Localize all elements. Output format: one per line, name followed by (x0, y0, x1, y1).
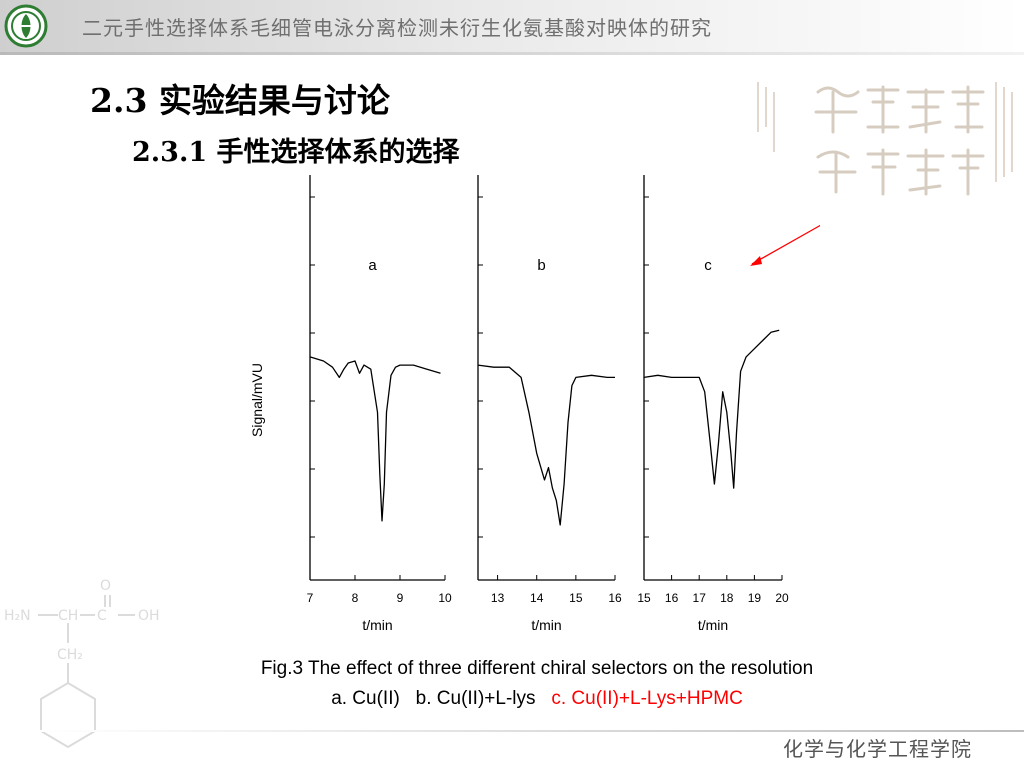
x-tick-label: 14 (530, 591, 544, 605)
x-tick-label: 7 (307, 591, 314, 605)
header-bar (0, 0, 1024, 52)
footer-department: 化学与化学工程学院 (783, 737, 972, 761)
x-tick-label: 8 (352, 591, 359, 605)
chart-panel-a: 7 8 9 10 t/min a (307, 175, 452, 633)
x-tick-label: 18 (720, 591, 734, 605)
legend-item-b: b. Cu(II)+L-lys (415, 688, 536, 709)
electropherogram-chart: Signal/mVU 7 8 9 10 t/min a 13 14 15 16 t/min b 15 16… (249, 175, 820, 633)
x-axis-label: t/min (698, 617, 728, 633)
x-axis-label: t/min (531, 617, 561, 633)
annotation-arrowhead (750, 256, 762, 266)
x-tick-label: 15 (569, 591, 583, 605)
slide-title: 2.3 实验结果与讨论 (90, 81, 390, 120)
legend-item-c: c. Cu(II)+L-Lys+HPMC (551, 688, 743, 709)
svg-text:O: O (100, 578, 111, 594)
svg-text:C: C (97, 608, 107, 624)
svg-text:OH: OH (138, 608, 160, 624)
figure-legend: a. Cu(II) b. Cu(II)+L-lys c. Cu(II)+L-Ly… (0, 688, 1024, 710)
x-tick-label: 9 (397, 591, 404, 605)
x-tick-label: 15 (637, 591, 651, 605)
x-tick-label: 13 (491, 591, 505, 605)
signal-trace (477, 364, 615, 526)
svg-text:H₂N: H₂N (4, 608, 31, 624)
chart-panel-c: 15 16 17 18 19 20 t/min c (637, 175, 789, 633)
slide-subtitle: 2.3.1 手性选择体系的选择 (132, 137, 460, 168)
footer-divider (40, 730, 1024, 732)
x-axis-label: t/min (362, 617, 392, 633)
chart-panel-b: 13 14 15 16 t/min b (477, 175, 622, 633)
x-tick-label: 20 (775, 591, 789, 605)
university-emblem-icon (4, 4, 48, 48)
x-tick-label: 19 (748, 591, 762, 605)
presentation-title: 二元手性选择体系毛细管电泳分离检测未衍生化氨基酸对映体的研究 (82, 16, 712, 40)
header-divider (0, 52, 1024, 55)
x-tick-label: 16 (665, 591, 679, 605)
panel-label: a (368, 257, 377, 274)
figure-caption: Fig.3 The effect of three different chir… (260, 658, 814, 679)
x-tick-label: 10 (438, 591, 452, 605)
signal-trace (643, 329, 780, 489)
annotation-arrow (751, 224, 820, 265)
svg-text:CH: CH (58, 608, 78, 624)
calligraphy-motto-icon (757, 82, 1013, 196)
x-tick-label: 16 (608, 591, 622, 605)
amino-acid-structure-icon: H₂N CH C OH O CH₂ (4, 578, 160, 749)
svg-text:CH₂: CH₂ (57, 647, 83, 663)
y-axis-label: Signal/mVU (249, 363, 265, 437)
signal-trace (309, 356, 441, 522)
panel-label: b (537, 257, 545, 274)
x-tick-label: 17 (693, 591, 707, 605)
panel-label: c (704, 257, 712, 274)
legend-item-a: a. Cu(II) (331, 688, 400, 709)
